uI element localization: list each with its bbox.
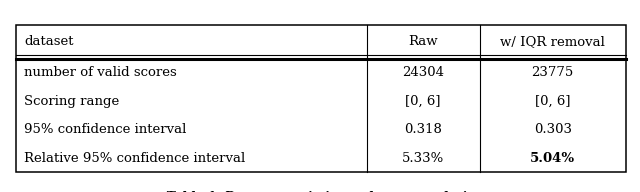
Text: [0, 6]: [0, 6]: [535, 95, 570, 108]
Text: 0.303: 0.303: [534, 123, 572, 136]
Text: Scoring range: Scoring range: [24, 95, 120, 108]
Text: 5.33%: 5.33%: [402, 151, 444, 165]
Text: 23775: 23775: [532, 66, 574, 79]
Text: 24304: 24304: [402, 66, 444, 79]
Text: 0.318: 0.318: [404, 123, 442, 136]
Text: Raw: Raw: [408, 35, 438, 48]
Text: dataset: dataset: [24, 35, 74, 48]
Text: number of valid scores: number of valid scores: [24, 66, 177, 79]
Text: [0, 6]: [0, 6]: [405, 95, 441, 108]
Text: Relative 95% confidence interval: Relative 95% confidence interval: [24, 151, 246, 165]
Text: 95% confidence interval: 95% confidence interval: [24, 123, 187, 136]
Text: 5.04%: 5.04%: [530, 151, 575, 165]
Text: w/ IQR removal: w/ IQR removal: [500, 35, 605, 48]
Text: Table 1: Dataset statistics and score analysis: Table 1: Dataset statistics and score an…: [166, 191, 474, 192]
Bar: [16, 25, 626, 172]
